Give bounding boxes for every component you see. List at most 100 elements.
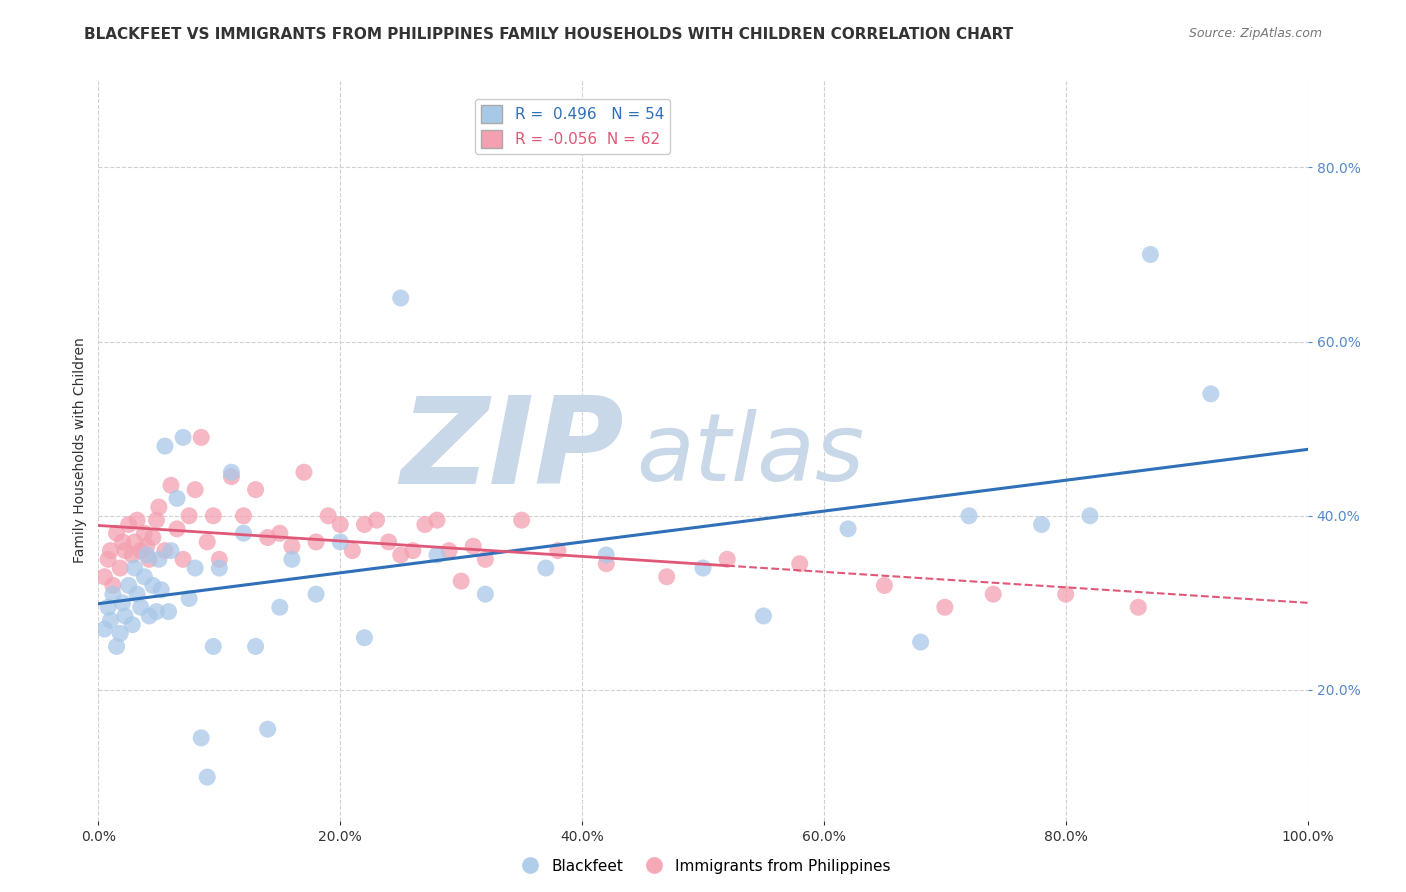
Point (160, 543, 183, 558)
Point (389, 291, 412, 305)
Point (910, 635, 932, 649)
Point (153, 543, 176, 558)
Point (269, 526, 291, 541)
Point (232, 526, 254, 541)
Point (97, 552, 120, 566)
Point (148, 500, 170, 514)
Point (752, 609, 775, 624)
Point (1031, 517, 1053, 532)
Point (426, 548, 449, 562)
Point (305, 587, 328, 601)
Point (353, 631, 375, 645)
Point (172, 430, 194, 444)
Point (190, 731, 212, 745)
Point (377, 535, 399, 549)
Point (1139, 247, 1161, 261)
Point (202, 508, 225, 523)
Point (157, 605, 180, 619)
Point (245, 483, 267, 497)
Point (134, 570, 156, 584)
Text: ZIP: ZIP (401, 392, 624, 509)
Point (195, 770, 218, 784)
Point (118, 578, 141, 592)
Point (292, 465, 315, 479)
Point (329, 517, 352, 532)
Point (148, 552, 170, 566)
Text: BLACKFEET VS IMMIGRANTS FROM PHILIPPINES FAMILY HOUSEHOLDS WITH CHILDREN CORRELA: BLACKFEET VS IMMIGRANTS FROM PHILIPPINES… (84, 27, 1014, 42)
Point (510, 513, 533, 527)
Point (413, 517, 436, 532)
Point (389, 548, 412, 562)
Point (1078, 508, 1101, 523)
Point (474, 587, 496, 601)
Point (534, 561, 557, 575)
Point (245, 640, 267, 654)
Point (342, 543, 364, 558)
Point (426, 513, 449, 527)
Point (547, 543, 569, 558)
Point (179, 591, 201, 606)
Point (934, 600, 956, 615)
Point (135, 548, 157, 562)
Point (100, 613, 122, 627)
Point (1128, 600, 1150, 615)
Point (160, 478, 183, 492)
Point (450, 574, 472, 588)
Point (166, 491, 188, 506)
Point (190, 430, 212, 444)
Text: Source: ZipAtlas.com: Source: ZipAtlas.com (1188, 27, 1322, 40)
Point (474, 552, 496, 566)
Point (105, 640, 128, 654)
Point (127, 587, 149, 601)
Point (179, 508, 201, 523)
Point (105, 526, 128, 541)
Point (138, 552, 160, 566)
Legend: R =  0.496   N = 54, R = -0.056  N = 62: R = 0.496 N = 54, R = -0.056 N = 62 (475, 99, 671, 154)
Point (221, 469, 243, 483)
Point (138, 609, 160, 624)
Point (208, 552, 231, 566)
Point (305, 535, 328, 549)
Y-axis label: Family Households with Children: Family Households with Children (73, 337, 87, 564)
Point (118, 517, 141, 532)
Point (202, 640, 225, 654)
Point (108, 626, 131, 640)
Point (142, 531, 165, 545)
Point (329, 535, 352, 549)
Point (316, 508, 339, 523)
Point (121, 617, 143, 632)
Point (93, 622, 115, 636)
Point (124, 535, 146, 549)
Point (129, 543, 152, 558)
Point (108, 561, 131, 575)
Point (172, 552, 194, 566)
Point (692, 561, 714, 575)
Point (655, 570, 678, 584)
Point (232, 508, 254, 523)
Point (121, 548, 143, 562)
Point (111, 596, 134, 610)
Point (124, 561, 146, 575)
Point (463, 539, 485, 553)
Point (256, 531, 278, 545)
Point (716, 552, 738, 566)
Point (97, 600, 120, 615)
Point (366, 513, 388, 527)
Point (353, 517, 375, 532)
Point (153, 439, 176, 453)
Point (221, 465, 243, 479)
Point (269, 600, 291, 615)
Point (281, 539, 304, 553)
Legend: Blackfeet, Immigrants from Philippines: Blackfeet, Immigrants from Philippines (509, 853, 897, 880)
Point (184, 561, 207, 575)
Point (837, 522, 859, 536)
Point (114, 609, 136, 624)
Text: atlas: atlas (637, 409, 865, 500)
Point (101, 587, 124, 601)
Point (142, 578, 165, 592)
Point (195, 535, 218, 549)
Point (145, 605, 167, 619)
Point (135, 539, 157, 553)
Point (184, 483, 207, 497)
Point (134, 526, 156, 541)
